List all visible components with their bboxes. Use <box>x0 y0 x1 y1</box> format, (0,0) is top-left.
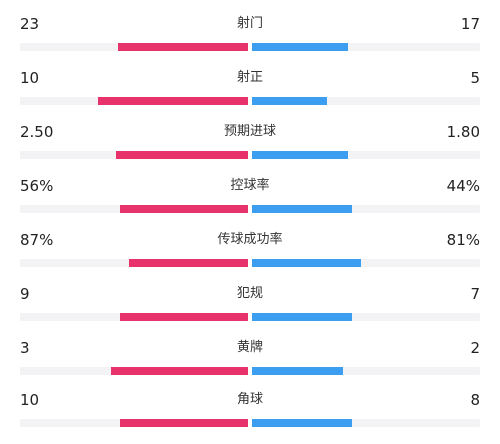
home-bar <box>120 313 248 321</box>
home-bar-track <box>20 97 248 105</box>
away-bar <box>252 151 348 159</box>
away-value: 5 <box>470 69 480 87</box>
stat-label: 预期进球 <box>223 124 276 139</box>
home-bar <box>120 419 248 427</box>
home-bar <box>115 151 248 159</box>
home-bar <box>118 43 248 51</box>
home-value: 23 <box>20 15 40 33</box>
home-value: 87% <box>20 231 54 249</box>
home-bar-track <box>20 43 248 51</box>
stat-row-possession: 56% 控球率 44% <box>0 176 500 230</box>
home-value: 2.50 <box>20 123 54 141</box>
away-bar-track <box>252 367 480 375</box>
home-value: 10 <box>20 69 40 87</box>
home-bar <box>129 259 248 267</box>
home-value: 9 <box>20 285 30 303</box>
home-bar <box>97 97 248 105</box>
stat-label: 射门 <box>236 16 263 31</box>
home-bar-track <box>20 205 248 213</box>
away-bar-track <box>252 43 480 51</box>
stat-row-fouls: 9 犯规 7 <box>0 284 500 338</box>
home-bar <box>111 367 248 375</box>
home-value: 3 <box>20 339 30 357</box>
stat-row-pass-accuracy: 87% 传球成功率 81% <box>0 230 500 284</box>
away-value: 2 <box>470 339 480 357</box>
stat-label: 射正 <box>236 70 263 85</box>
away-bar <box>252 259 362 267</box>
home-bar-track <box>20 367 248 375</box>
stat-label: 角球 <box>236 392 263 407</box>
away-bar <box>252 367 344 375</box>
home-value: 56% <box>20 177 54 195</box>
home-bar-track <box>20 313 248 321</box>
stat-row-yellow-cards: 3 黄牌 2 <box>0 338 500 392</box>
away-value: 7 <box>470 285 480 303</box>
stat-row-expected-goals: 2.50 预期进球 1.80 <box>0 122 500 176</box>
away-value: 17 <box>460 15 480 33</box>
stat-label: 控球率 <box>230 178 270 193</box>
away-bar-track <box>252 97 480 105</box>
home-bar-track <box>20 259 248 267</box>
home-bar-track <box>20 419 248 427</box>
away-bar-track <box>252 151 480 159</box>
away-value: 81% <box>446 231 480 249</box>
away-value: 44% <box>446 177 480 195</box>
home-bar-track <box>20 151 248 159</box>
away-value: 1.80 <box>446 123 480 141</box>
away-bar <box>252 419 353 427</box>
away-bar-track <box>252 419 480 427</box>
home-bar <box>120 205 248 213</box>
away-bar-track <box>252 205 480 213</box>
away-bar <box>252 205 353 213</box>
stat-row-shots: 23 射门 17 <box>0 14 500 68</box>
away-value: 8 <box>470 391 480 409</box>
away-bar <box>252 313 353 321</box>
away-bar <box>252 43 348 51</box>
stat-label: 犯规 <box>236 286 263 301</box>
away-bar-track <box>252 313 480 321</box>
away-bar <box>252 97 328 105</box>
stat-row-corners: 10 角球 8 <box>0 390 500 444</box>
home-value: 10 <box>20 391 40 409</box>
stat-label: 传球成功率 <box>217 232 283 247</box>
away-bar-track <box>252 259 480 267</box>
stat-label: 黄牌 <box>236 340 263 355</box>
stat-row-shots-on-target: 10 射正 5 <box>0 68 500 122</box>
